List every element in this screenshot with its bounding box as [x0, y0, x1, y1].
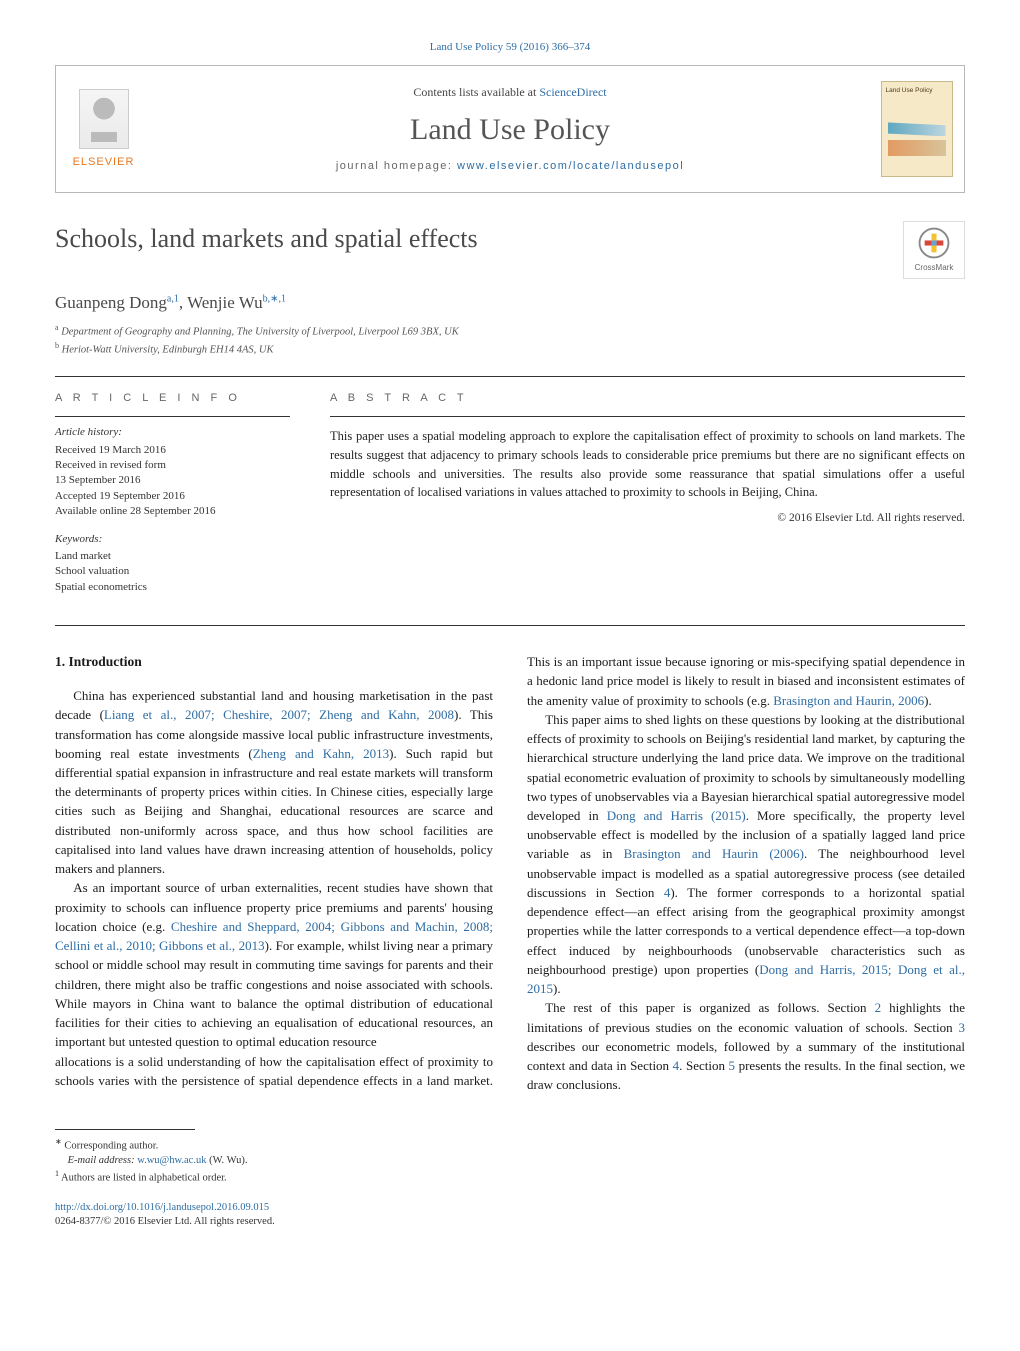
author-1-name: Guanpeng Dong — [55, 293, 167, 312]
keywords-block: Keywords: Land market School valuation S… — [55, 532, 290, 596]
history-line: Accepted 19 September 2016 — [55, 489, 290, 504]
author-order-text: Authors are listed in alphabetical order… — [61, 1173, 227, 1184]
affiliation-a-text: Department of Geography and Planning, Th… — [61, 327, 459, 338]
journal-cover-icon: Land Use Policy — [881, 81, 953, 177]
journal-homepage-link[interactable]: www.elsevier.com/locate/landusepol — [457, 160, 684, 172]
body-columns: 1. Introduction China has experienced su… — [55, 652, 965, 1094]
crossmark-button[interactable]: CrossMark — [903, 221, 965, 278]
citation-link[interactable]: Brasington and Haurin (2006) — [624, 846, 804, 861]
corresponding-email-link[interactable]: w.wu@hw.ac.uk — [137, 1155, 206, 1166]
publisher-label: ELSEVIER — [73, 155, 135, 170]
paper-title: Schools, land markets and spatial effect… — [55, 221, 478, 257]
author-sep: , — [179, 293, 187, 312]
issn-copyright: 0264-8377/© 2016 Elsevier Ltd. All right… — [55, 1215, 965, 1230]
rule-info — [55, 416, 290, 417]
citation-header: Land Use Policy 59 (2016) 366–374 — [55, 40, 965, 55]
history-line: Received in revised form — [55, 458, 290, 473]
affiliation-b-sup: b — [55, 341, 59, 350]
citation-link[interactable]: Dong and Harris (2015) — [607, 808, 746, 823]
doi-line: http://dx.doi.org/10.1016/j.landusepol.2… — [55, 1201, 965, 1216]
history-line: 13 September 2016 — [55, 473, 290, 488]
sciencedirect-link[interactable]: ScienceDirect — [539, 85, 606, 99]
crossmark-label: CrossMark — [915, 262, 954, 273]
affiliations: a Department of Geography and Planning, … — [55, 322, 965, 357]
email-line: E-mail address: w.wu@hw.ac.uk (W. Wu). — [55, 1154, 965, 1169]
journal-homepage-line: journal homepage: www.elsevier.com/locat… — [336, 159, 684, 174]
abstract-column: A B S T R A C T This paper uses a spatia… — [330, 391, 965, 607]
affiliation-a-sup: a — [55, 323, 59, 332]
history-line: Available online 28 September 2016 — [55, 504, 290, 519]
author-2-sup: b,∗,1 — [263, 293, 286, 304]
crossmark-icon — [917, 226, 951, 260]
body-paragraph: As an important source of urban external… — [55, 878, 493, 1051]
section-1-heading: 1. Introduction — [55, 652, 493, 672]
masthead: ELSEVIER Contents lists available at Sci… — [55, 65, 965, 193]
keyword: School valuation — [55, 564, 290, 579]
contents-available-line: Contents lists available at ScienceDirec… — [413, 84, 606, 101]
body-text: ). Such rapid but differential spatial e… — [55, 746, 493, 876]
body-text: ). — [924, 693, 932, 708]
author-order-note: 1 Authors are listed in alphabetical ord… — [55, 1168, 965, 1186]
author-2-name: Wenjie Wu — [187, 293, 263, 312]
cover-thumb-title: Land Use Policy — [886, 86, 948, 95]
section-ref-link[interactable]: 3 — [959, 1020, 966, 1035]
affiliation-a: a Department of Geography and Planning, … — [55, 322, 965, 340]
citation-link[interactable]: Brasington and Haurin, 2006 — [773, 693, 924, 708]
footnote-rule — [55, 1129, 195, 1130]
body-text: This paper aims to shed lights on these … — [527, 712, 965, 823]
corresponding-text: Corresponding author. — [64, 1140, 158, 1151]
citation-link[interactable]: Zheng and Kahn, 2013 — [253, 746, 389, 761]
cover-thumb-wrap: Land Use Policy — [869, 66, 964, 192]
article-info-column: A R T I C L E I N F O Article history: R… — [55, 391, 290, 607]
journal-title: Land Use Policy — [410, 109, 610, 151]
keyword: Spatial econometrics — [55, 580, 290, 595]
elsevier-tree-icon — [79, 89, 129, 149]
affiliation-b: b Heriot-Watt University, Edinburgh EH14… — [55, 340, 965, 358]
rule-abstract — [330, 416, 965, 417]
publisher-block: ELSEVIER — [56, 66, 151, 192]
abstract-copyright: © 2016 Elsevier Ltd. All rights reserved… — [330, 510, 965, 526]
corresponding-note: ∗ Corresponding author. — [55, 1136, 965, 1154]
abstract-text: This paper uses a spatial modeling appro… — [330, 427, 965, 502]
rule-bottom — [55, 625, 965, 626]
page-footer: ∗ Corresponding author. E-mail address: … — [55, 1129, 965, 1230]
homepage-prefix: journal homepage: — [336, 160, 457, 172]
article-info-heading: A R T I C L E I N F O — [55, 391, 290, 406]
email-paren: (W. Wu). — [206, 1155, 247, 1166]
author-1-sup: a,1 — [167, 293, 179, 304]
body-text: ). — [553, 981, 561, 996]
abstract-heading: A B S T R A C T — [330, 391, 965, 406]
body-text: The rest of this paper is organized as f… — [545, 1000, 874, 1015]
keyword: Land market — [55, 549, 290, 564]
article-history-block: Article history: Received 19 March 2016 … — [55, 425, 290, 519]
body-paragraph: This paper aims to shed lights on these … — [527, 710, 965, 999]
history-line: Received 19 March 2016 — [55, 443, 290, 458]
citation-link[interactable]: Liang et al., 2007; Cheshire, 2007; Zhen… — [104, 707, 454, 722]
body-text: ). For example, whilst living near a pri… — [55, 938, 493, 1049]
affiliation-b-text: Heriot-Watt University, Edinburgh EH14 4… — [62, 345, 274, 356]
email-label: E-mail address: — [68, 1155, 138, 1166]
history-label: Article history: — [55, 425, 290, 440]
authors-line: Guanpeng Donga,1, Wenjie Wub,∗,1 — [55, 291, 965, 315]
doi-link[interactable]: http://dx.doi.org/10.1016/j.landusepol.2… — [55, 1202, 269, 1213]
body-text: . Section — [679, 1058, 728, 1073]
body-paragraph: China has experienced substantial land a… — [55, 686, 493, 878]
contents-prefix: Contents lists available at — [413, 85, 539, 99]
body-paragraph: The rest of this paper is organized as f… — [527, 998, 965, 1094]
keywords-label: Keywords: — [55, 532, 290, 547]
